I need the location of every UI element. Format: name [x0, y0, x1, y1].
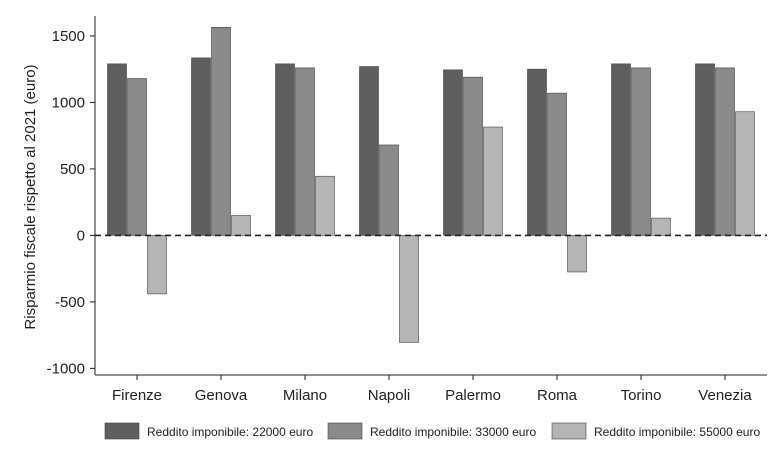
- bar: [651, 217, 671, 236]
- y-tick-label: 500: [60, 161, 85, 178]
- y-tick-label: 1500: [52, 28, 85, 45]
- category-label: Venezia: [698, 387, 752, 404]
- bar: [631, 67, 651, 236]
- bar: [127, 78, 147, 236]
- category-label: Napoli: [368, 387, 411, 404]
- legend-label: Reddito imponibile: 55000 euro: [594, 425, 760, 439]
- bar: [715, 67, 735, 236]
- bar: [147, 235, 167, 295]
- category-label: Roma: [537, 387, 578, 404]
- bar: [107, 63, 127, 236]
- bar: [275, 63, 295, 236]
- bar: [295, 67, 315, 236]
- bar: [611, 63, 631, 236]
- legend-swatch: [327, 422, 363, 440]
- legend-swatch: [551, 422, 587, 440]
- legend-label: Reddito imponibile: 22000 euro: [147, 425, 313, 439]
- bar: [695, 63, 715, 236]
- legend-label: Reddito imponibile: 33000 euro: [370, 425, 536, 439]
- legend: Reddito imponibile: 22000 euro Reddito im…: [104, 422, 760, 440]
- bar: [463, 76, 483, 236]
- plot-area: 1500 1000 500 0 -500 -1000 Firenze Genova Milano…: [47, 16, 767, 404]
- y-tick-label: 1000: [52, 94, 85, 111]
- bar: [231, 215, 251, 236]
- bar: [211, 27, 231, 236]
- bar: [379, 144, 399, 236]
- bar: [191, 57, 211, 236]
- bar: [359, 66, 379, 236]
- y-tick-label: 0: [77, 227, 85, 244]
- bar: [399, 235, 419, 343]
- bar: [547, 92, 567, 236]
- bar: [567, 235, 587, 273]
- category-label: Genova: [195, 387, 248, 404]
- bar: [315, 175, 335, 236]
- bar: [527, 68, 547, 236]
- category-label: Palermo: [445, 387, 501, 404]
- category-label: Milano: [283, 387, 327, 404]
- y-tick-label: -500: [55, 294, 85, 311]
- category-label: Torino: [621, 387, 662, 404]
- bar: [443, 69, 463, 236]
- category-label: Firenze: [112, 387, 162, 404]
- y-axis-title: Risparmio fiscale rispetto al 2021 (euro…: [22, 64, 39, 329]
- y-tick-label: -1000: [47, 360, 85, 377]
- legend-swatch: [104, 422, 140, 440]
- bar: [483, 126, 503, 236]
- bar: [735, 111, 755, 236]
